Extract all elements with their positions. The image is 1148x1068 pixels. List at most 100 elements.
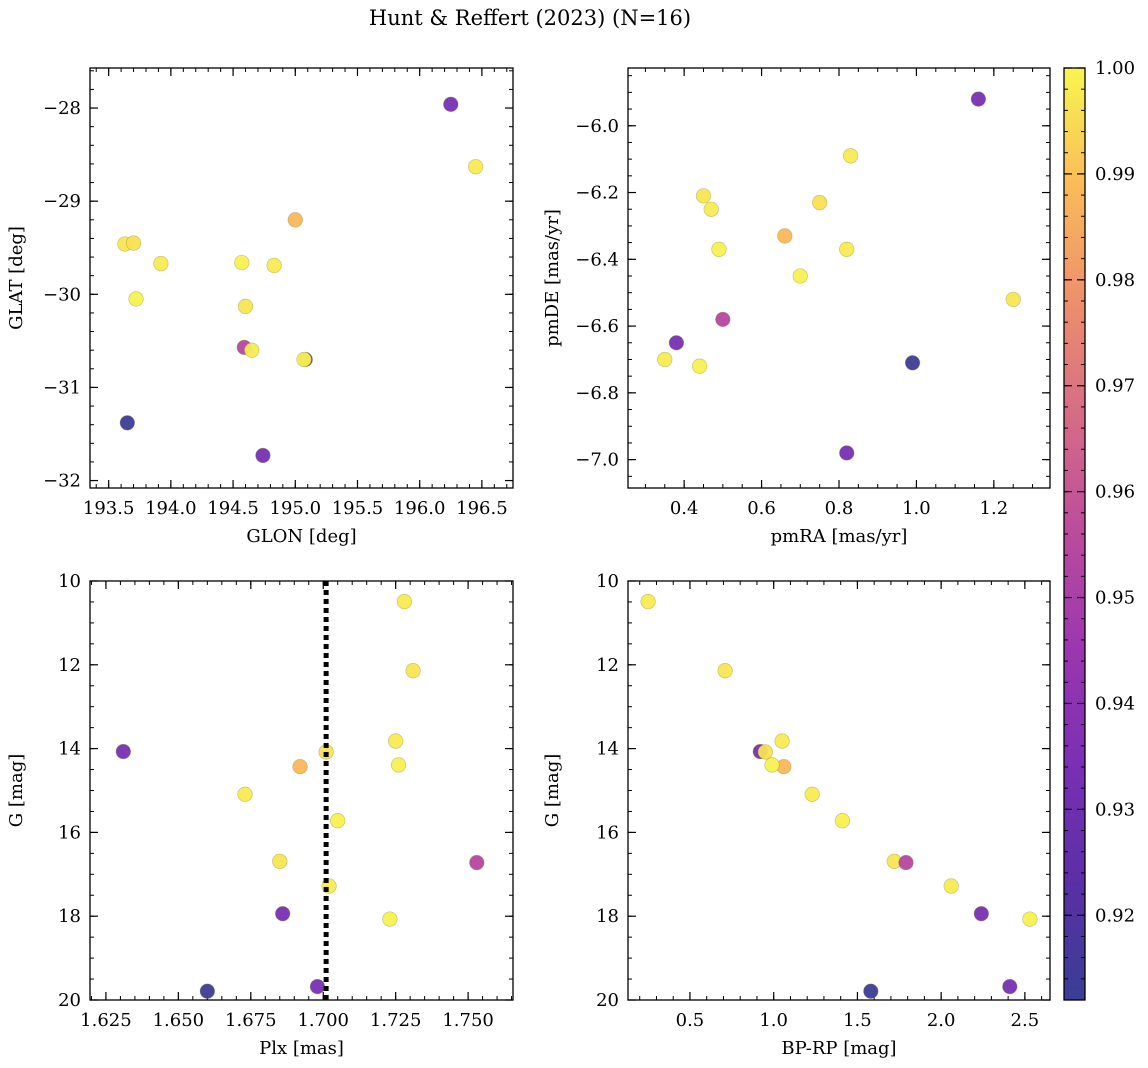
y-tick-label: 18 (58, 906, 81, 927)
y-axis-label: G [mag] (542, 754, 563, 827)
y-tick-label: −32 (43, 471, 81, 492)
colorbar-tick-label: 0.94 (1095, 693, 1135, 714)
y-tick-label: 12 (58, 655, 81, 676)
data-point (244, 342, 260, 358)
data-point (255, 447, 271, 464)
data-point (1002, 978, 1018, 995)
data-point (396, 593, 413, 610)
x-tick-label: 1.675 (225, 1010, 277, 1031)
y-tick-label: −28 (43, 98, 81, 119)
data-point (272, 853, 288, 869)
data-point (804, 786, 820, 802)
x-tick-label: 2.0 (927, 1010, 956, 1031)
axes-frame (89, 580, 514, 1001)
minor-ticks (90, 580, 513, 1001)
colorbar: 0.92 0.93 0.94 0.95 0.96 0.97 0.98 0.99 1.00 (1063, 58, 1135, 1001)
colorbar-tick-label: 0.92 (1095, 905, 1135, 926)
data-point (469, 854, 485, 871)
data-point (691, 358, 708, 374)
y-tick-label: −6.2 (575, 183, 619, 204)
data-point (657, 351, 673, 368)
y-axis-label: GLAT [deg] (6, 226, 27, 330)
data-point (275, 906, 291, 922)
scatter-points (657, 91, 1021, 461)
data-point (153, 255, 169, 272)
data-point (839, 445, 855, 461)
data-point (842, 148, 859, 164)
y-tick-label: 18 (596, 906, 619, 927)
x-tick-label: 1.750 (442, 1010, 494, 1031)
data-point (199, 983, 215, 999)
data-point (943, 878, 959, 894)
data-point (443, 96, 459, 112)
data-point (115, 743, 131, 760)
data-point (405, 663, 421, 679)
panel-glon-glat: 193.5 194.0 194.5 195.0 195.5 196.0 196.5 −28 −2… (6, 67, 514, 547)
data-point (390, 757, 407, 773)
scatter-points (640, 593, 1038, 999)
scatter-points (115, 593, 485, 999)
data-point (777, 228, 793, 244)
x-tick-label: 1.0 (759, 1010, 788, 1031)
figure-title: Hunt & Reffert (2023) (N=16) (368, 6, 692, 30)
x-tick-label: 196.5 (456, 498, 508, 519)
x-tick-label: 194.0 (145, 498, 197, 519)
data-point (811, 194, 828, 211)
y-tick-label: −30 (43, 284, 81, 305)
y-tick-label: −7.0 (575, 450, 619, 471)
y-tick-label: −29 (43, 191, 81, 212)
x-axis-label: pmRA [mas/yr] (771, 526, 908, 547)
data-point (296, 351, 312, 368)
y-tick-label: 16 (596, 822, 619, 843)
data-point (292, 758, 308, 775)
data-point (237, 786, 253, 802)
x-tick-label: 195.5 (332, 498, 384, 519)
x-tick-label: 1.625 (80, 1010, 132, 1031)
data-point (839, 241, 855, 257)
data-point (668, 335, 685, 351)
y-tick-label: 10 (58, 571, 81, 592)
x-tick-label: 1.700 (297, 1010, 349, 1031)
y-axis-label: pmDE [mas/yr] (542, 209, 563, 347)
data-point (898, 854, 914, 871)
minor-ticks (90, 68, 513, 488)
colorbar-tick-label: 0.97 (1095, 376, 1135, 397)
colorbar-tick-label: 0.99 (1095, 164, 1135, 185)
panel-bprp-g: 0.5 1.0 1.5 2.0 2.5 10 12 14 16 18 20 BP-RP [mag] G … (542, 571, 1051, 1059)
y-tick-label: 20 (58, 990, 81, 1011)
x-tick-label: 196.0 (394, 498, 446, 519)
panel-pmra-pmde: 0.4 0.6 0.8 1.0 1.2 −6.0 −6.2 −6.4 −6.6 −6.8 −7.0 p… (542, 67, 1051, 547)
data-point (764, 757, 780, 773)
x-tick-label: 0.4 (670, 498, 699, 519)
data-point (973, 906, 989, 922)
axes-frame (627, 67, 1051, 489)
y-tick-label: 20 (596, 990, 619, 1011)
y-tick-label: 12 (596, 655, 619, 676)
data-point (792, 268, 808, 284)
y-tick-label: −6.6 (575, 316, 619, 337)
y-tick-label: 16 (58, 822, 81, 843)
data-point (715, 311, 731, 328)
y-tick-label: 14 (58, 739, 81, 760)
x-tick-label: 1.5 (843, 1010, 872, 1031)
x-tick-label: 1.0 (902, 498, 931, 519)
colorbar-tick-label: 0.95 (1095, 588, 1135, 609)
minor-ticks (628, 68, 1050, 488)
data-point (757, 744, 773, 760)
x-tick-label: 2.5 (1011, 1010, 1040, 1031)
data-point (128, 291, 144, 307)
x-tick-label: 1.725 (370, 1010, 422, 1031)
y-tick-label: 14 (596, 739, 619, 760)
y-tick-label: 10 (596, 571, 619, 592)
data-point (863, 983, 879, 999)
scatter-points (117, 96, 484, 464)
data-point (970, 91, 987, 107)
minor-ticks (628, 580, 1050, 1001)
x-tick-label: 0.8 (825, 498, 854, 519)
data-point (388, 733, 404, 749)
data-point (711, 241, 727, 257)
data-point (834, 813, 850, 829)
x-tick-label: 1.2 (980, 498, 1009, 519)
data-point (1005, 291, 1021, 308)
